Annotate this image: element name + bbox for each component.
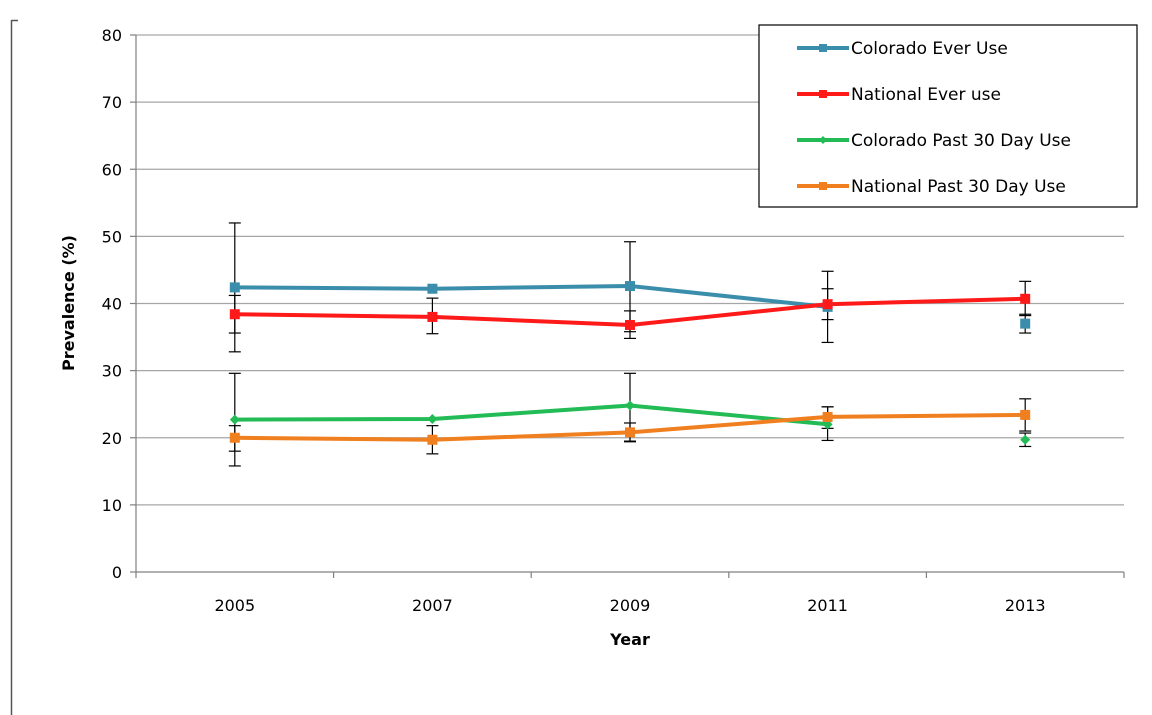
data-point (625, 281, 635, 292)
data-point (229, 282, 240, 293)
legend-label: National Ever use (851, 85, 1001, 105)
data-point (1020, 293, 1031, 304)
data-point (427, 434, 438, 445)
legend-swatch-marker (819, 90, 827, 98)
x-axis-title: Year (609, 630, 650, 649)
data-point (1020, 318, 1031, 329)
y-tick-label: 60 (102, 160, 122, 179)
data-point (625, 400, 635, 411)
series-line-0 (232, 284, 830, 309)
legend-box (758, 24, 1138, 208)
legend-label: Colorado Past 30 Day Use (851, 131, 1071, 151)
x-tick-label: 2009 (610, 596, 651, 615)
axes: 0 10 20 30 40 50 60 70 80 2005 2007 2009 2011 2013 (102, 26, 1125, 615)
legend-swatch-marker (819, 44, 827, 52)
data-point (1020, 434, 1031, 445)
y-tick-label: 50 (102, 227, 122, 246)
y-axis-title: Prevalence (%) (59, 235, 78, 371)
data-point (625, 427, 635, 438)
y-tick-label: 30 (102, 362, 122, 381)
data-point (229, 309, 240, 320)
data-point (822, 411, 833, 422)
y-tick-label: 10 (102, 496, 122, 515)
y-tick-label: 0 (112, 563, 122, 582)
legend-label: National Past 30 Day Use (851, 177, 1066, 197)
data-point (822, 299, 833, 310)
legend-swatch-marker (819, 136, 827, 144)
data-point (229, 414, 240, 425)
data-point (625, 319, 635, 330)
data-markers (229, 281, 1031, 445)
data-point (427, 311, 438, 322)
legend: Colorado Ever Use National Ever use Colora… (758, 24, 1138, 208)
legend-swatch-marker (819, 182, 827, 190)
data-point (229, 432, 240, 443)
x-tick-label: 2007 (412, 596, 453, 615)
y-tick-label: 80 (102, 26, 122, 45)
data-point (427, 413, 438, 424)
x-tick-label: 2013 (1005, 596, 1046, 615)
x-tick-label: 2011 (807, 596, 848, 615)
data-point (1020, 409, 1031, 420)
y-tick-label: 20 (102, 429, 122, 448)
legend-label: Colorado Ever Use (851, 39, 1008, 59)
x-tick-label: 2005 (214, 596, 255, 615)
y-tick-label: 40 (102, 295, 122, 314)
data-point (427, 283, 438, 294)
y-tick-label: 70 (102, 93, 122, 112)
series-line-2 (232, 403, 830, 427)
